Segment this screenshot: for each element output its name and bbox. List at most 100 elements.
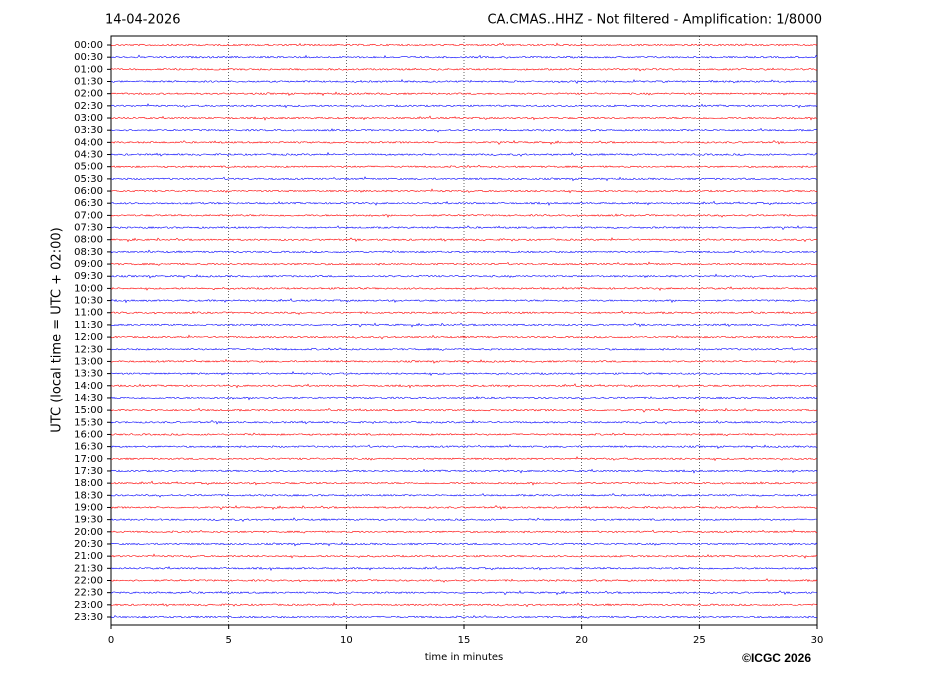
y-tick-label: 14:00	[74, 381, 103, 392]
trace	[110, 176, 818, 182]
y-tick-label: 02:30	[74, 101, 103, 112]
y-tick-label: 08:00	[74, 235, 103, 246]
trace	[110, 127, 818, 133]
trace	[110, 164, 818, 169]
y-tick-label: 19:30	[74, 515, 103, 526]
x-tick-label: 5	[225, 635, 231, 646]
trace	[110, 188, 818, 194]
trace	[110, 419, 818, 425]
y-tick-label: 02:00	[74, 89, 103, 100]
trace	[110, 432, 818, 437]
trace	[110, 396, 818, 401]
trace	[110, 480, 818, 486]
y-tick-label: 22:00	[74, 575, 103, 586]
y-tick-label: 14:30	[74, 393, 103, 404]
y-tick-label: 13:30	[74, 369, 103, 380]
y-tick-label: 23:00	[74, 600, 103, 611]
trace	[110, 347, 818, 351]
y-tick-label: 07:00	[74, 210, 103, 221]
trace	[110, 565, 818, 572]
y-tick-label: 03:00	[74, 113, 103, 124]
y-tick-label: 23:30	[74, 612, 103, 623]
y-tick-label: 16:30	[74, 442, 103, 453]
trace	[110, 456, 818, 462]
trace	[110, 273, 818, 279]
y-tick-label: 00:30	[74, 52, 103, 63]
trace	[110, 517, 818, 522]
x-tick-label: 30	[811, 635, 824, 646]
trace	[110, 407, 818, 413]
trace	[110, 42, 818, 47]
y-tick-label: 17:30	[74, 466, 103, 477]
trace	[110, 67, 818, 72]
trace	[110, 225, 818, 231]
y-tick-label: 04:30	[74, 150, 103, 161]
trace	[110, 602, 818, 608]
y-axis-label: UTC (local time = UTC + 02:00)	[50, 227, 65, 432]
y-tick-label: 20:00	[74, 527, 103, 538]
trace	[110, 590, 818, 596]
y-tick-label: 11:30	[74, 320, 103, 331]
y-tick-label: 10:30	[74, 296, 103, 307]
trace	[110, 578, 818, 583]
chart-title: CA.CMAS..HHZ - Not filtered - Amplificat…	[487, 13, 822, 28]
trace	[110, 249, 818, 254]
y-tick-label: 06:00	[74, 186, 103, 197]
y-tick-label: 17:00	[74, 454, 103, 465]
x-tick-label: 10	[340, 635, 353, 646]
y-tick-label: 01:00	[74, 64, 103, 75]
trace	[110, 103, 818, 109]
trace	[110, 213, 818, 218]
trace	[110, 541, 818, 547]
y-tick-label: 19:00	[74, 502, 103, 513]
trace	[110, 237, 818, 243]
trace	[110, 140, 818, 145]
y-tick-label: 13:00	[74, 356, 103, 367]
y-tick-label: 05:00	[74, 162, 103, 173]
trace	[110, 151, 818, 157]
y-tick-label: 15:30	[74, 417, 103, 428]
y-tick-label: 21:30	[74, 563, 103, 574]
y-tick-label: 18:30	[74, 490, 103, 501]
x-tick-label: 20	[575, 635, 588, 646]
date: 14-04-2026	[105, 13, 181, 28]
trace	[110, 286, 818, 291]
y-tick-label: 09:00	[74, 259, 103, 270]
trace	[110, 298, 818, 304]
y-tick-label: 10:00	[74, 283, 103, 294]
trace	[110, 200, 818, 206]
trace	[110, 370, 818, 376]
y-tick-label: 09:30	[74, 271, 103, 282]
y-tick-label: 11:00	[74, 308, 103, 319]
trace	[110, 358, 818, 364]
trace	[110, 504, 818, 511]
trace	[110, 322, 818, 328]
x-tick-label: 0	[108, 635, 114, 646]
y-tick-label: 06:30	[74, 198, 103, 209]
y-tick-label: 22:30	[74, 588, 103, 599]
trace	[110, 615, 818, 619]
y-tick-label: 07:30	[74, 223, 103, 234]
x-tick-label: 15	[458, 635, 471, 646]
y-tick-label: 12:00	[74, 332, 103, 343]
trace	[110, 54, 818, 59]
y-tick-label: 03:30	[74, 125, 103, 136]
y-tick-label: 18:00	[74, 478, 103, 489]
x-axis-label: time in minutes	[425, 652, 504, 663]
trace	[110, 334, 818, 340]
trace	[110, 553, 818, 559]
trace	[110, 91, 818, 97]
y-tick-label: 04:00	[74, 137, 103, 148]
trace	[110, 310, 818, 316]
y-tick-label: 08:30	[74, 247, 103, 258]
y-tick-label: 00:00	[74, 40, 103, 51]
y-tick-label: 16:00	[74, 429, 103, 440]
x-tick-label: 25	[693, 635, 706, 646]
trace	[110, 79, 818, 84]
trace	[110, 115, 818, 121]
y-tick-label: 20:30	[74, 539, 103, 550]
trace	[110, 468, 818, 474]
trace	[110, 493, 818, 498]
